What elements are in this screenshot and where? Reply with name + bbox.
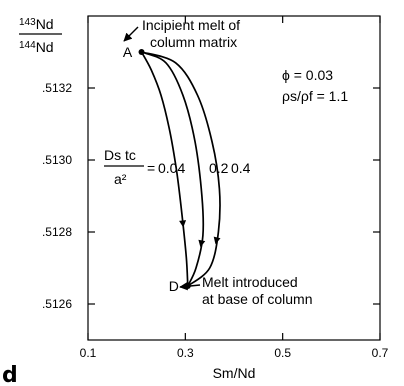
y-tick-label: .5126 [42,297,72,311]
curve-label-1: 0.2 [209,160,229,176]
y-tick-label: .5130 [42,153,72,167]
x-tick-label: 0.5 [274,346,291,360]
curve-label-2: 0.4 [231,160,251,176]
x-tick-label: 0.7 [372,346,389,360]
y-tick-label: .5128 [42,225,72,239]
y-axis-label-top: 143Nd [19,16,54,32]
series-curve-1 [141,51,205,287]
point-label-A: A [123,44,133,60]
x-axis-label: Sm/Nd [213,365,256,381]
y-axis-label: 143Nd 144Nd [19,16,62,55]
series-arrowhead-0 [179,220,187,228]
panel-label: d [2,363,18,386]
series-label: Ds tc a² = [104,147,155,187]
y-tick-label: .5132 [42,81,72,95]
annotation-A-arrow [123,26,139,42]
series-curves [140,51,221,287]
annotation-A-line1: Incipient melt of [142,17,240,33]
annotation-A: Incipient melt of column matrix [123,17,240,50]
annotation-D-line1: Melt introduced [202,274,298,290]
annotation-D-arrow [179,282,201,291]
series-curve-0 [140,51,189,287]
series-curve-2 [141,51,221,287]
x-tick-label: 0.3 [177,346,194,360]
annotation-D-line2: at base of column [202,291,313,307]
x-tick-label: 0.1 [80,346,97,360]
series-arrowhead-2 [213,236,221,245]
series-label-denominator: a² [114,171,127,187]
annotation-A-line2: column matrix [150,34,237,50]
curve-label-0: 0.04 [158,160,185,176]
annotation-D: Melt introduced at base of column [179,274,313,307]
plot-frame [87,15,381,341]
series-label-numerator: Ds tc [104,147,136,163]
y-axis-label-bottom: 144Nd [19,39,54,55]
series-arrowhead-1 [198,239,206,248]
series-label-equals: = [147,160,155,176]
point-label-D: D [169,278,179,294]
y-axis-ticks: .5126 .5128 .5130 .5132 [42,81,380,311]
x-axis-ticks: 0.1 0.3 0.5 0.7 [80,16,389,360]
parameter-rho: ρs/ρf = 1.1 [282,88,348,104]
parameter-phi: ϕ = 0.03 [282,67,333,83]
point-A [138,49,145,55]
